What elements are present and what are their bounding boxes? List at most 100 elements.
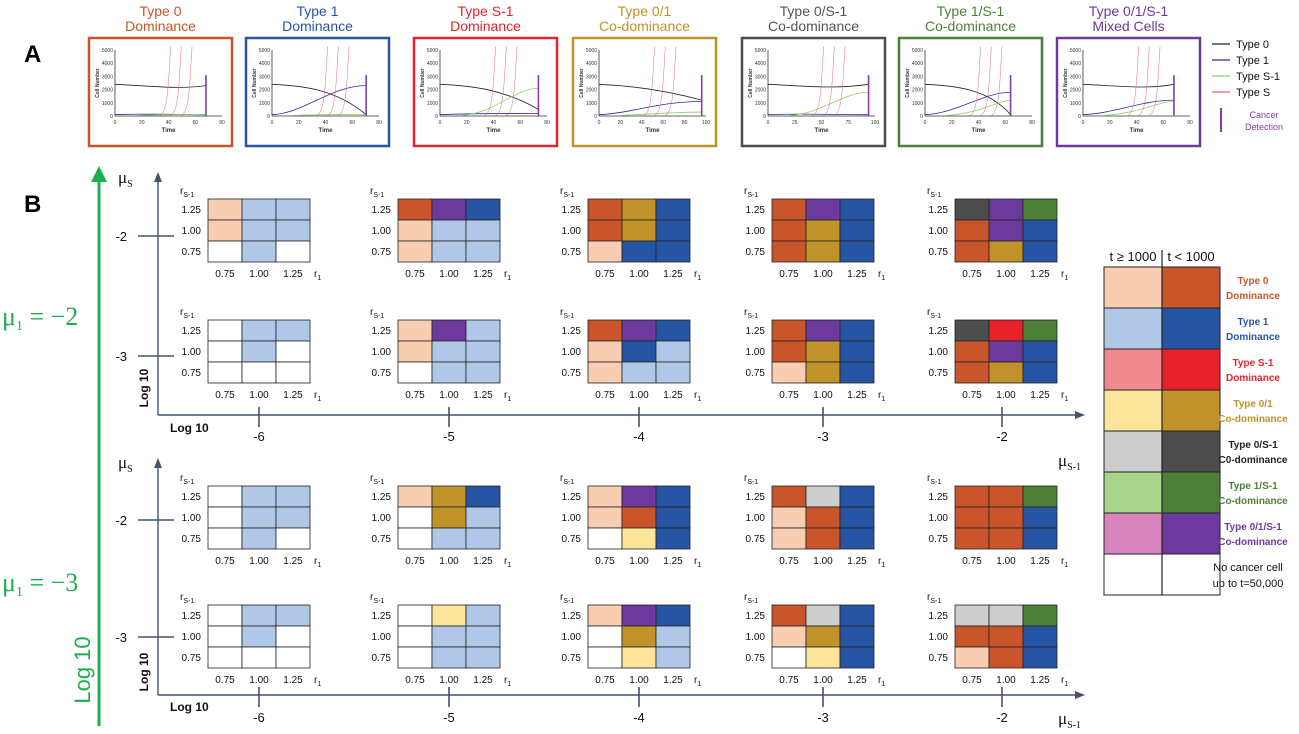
r1-tick-label: 1.25 (473, 390, 493, 401)
mini-y-tick: 3000 (755, 74, 766, 80)
heatmap-cell (1022, 506, 1058, 529)
r1-tick-label: 0.75 (215, 390, 235, 401)
mini-x-tick: 20 (1107, 120, 1113, 126)
heatmap-grid: rS-1 1.25 1.00 0.75 0.75 1.00 1.25 r1 (744, 186, 885, 282)
rs1-tick-label: 1.25 (372, 611, 392, 622)
heatmap-cell (771, 340, 807, 363)
r1-axis-label: r1 (504, 675, 511, 688)
heatmap-cell (587, 527, 623, 550)
typeS1-curve (620, 111, 702, 116)
typeS1-curve (461, 87, 539, 116)
heatmap-cell (207, 219, 243, 242)
mu-s-arrowhead (154, 458, 162, 468)
heatmap-grid: rS-1 1.25 1.00 0.75 0.75 1.00 1.25 r1 (927, 307, 1068, 403)
r1-tick-label: 1.00 (996, 675, 1016, 686)
heatmap-grid: rS-1 1.25 1.00 0.75 0.75 1.00 1.25 r1 (560, 592, 701, 688)
heatmap-grid: rS-1 1.25 1.00 0.75 0.75 1.00 1.25 r1 (560, 473, 701, 569)
heatmap-cell (465, 219, 501, 242)
heatmap-cell (397, 485, 433, 508)
heatmap-grid: rS-1 1.25 1.00 0.75 0.75 1.00 1.25 r1 (370, 186, 511, 282)
heatmap-cell (771, 240, 807, 263)
mini-y-tick: 4000 (586, 61, 597, 67)
r1-tick-label: 1.00 (813, 390, 833, 401)
heatmap-cell (465, 527, 501, 550)
heatmap-cell (1022, 646, 1058, 669)
heatmap-cell (655, 485, 691, 508)
mini-chart-subtitle: Mixed Cells (1092, 18, 1164, 34)
rs1-axis-label: rS-1 (180, 592, 194, 605)
type0-curve (1082, 83, 1175, 88)
heatmap-cell (1022, 527, 1058, 550)
legend-b-label: Type S-1 (1233, 358, 1274, 369)
rs1-tick-label: 1.00 (372, 632, 392, 643)
rs1-axis-label: rS-1 (370, 307, 384, 320)
r1-tick-label: 1.00 (439, 269, 459, 280)
mini-y-tick: 1000 (1070, 101, 1081, 107)
mini-x-tick: 40 (491, 120, 497, 126)
legend-a-label: Type 0 (1236, 39, 1269, 51)
rs1-tick-label: 1.00 (182, 513, 202, 524)
heatmap-cell (988, 361, 1024, 384)
mini-y-label: Cell Number (252, 68, 258, 98)
heatmap-cell (587, 219, 623, 242)
mini-y-label: Cell Number (579, 68, 585, 98)
rs1-tick-label: 1.00 (746, 226, 766, 237)
rs1-tick-label: 0.75 (929, 247, 949, 258)
mini-y-label: Cell Number (748, 68, 754, 98)
rs1-tick-label: 1.25 (372, 492, 392, 503)
r1-tick-label: 1.00 (249, 269, 269, 280)
heatmap-cell (988, 340, 1024, 363)
heatmap-cell (465, 361, 501, 384)
r1-axis-label: r1 (878, 269, 885, 282)
typeS-curve (159, 46, 171, 116)
type0-curve (924, 83, 1011, 115)
heatmap-grid: rS-1 1.25 1.00 0.75 0.75 1.00 1.25 r1 (180, 307, 321, 403)
mini-x-tick: 20 (464, 120, 470, 126)
heatmap-cell (397, 625, 433, 648)
mini-y-tick: 4000 (427, 61, 438, 67)
legend-b-header-dark: t < 1000 (1167, 249, 1214, 264)
legend-b-swatch-dark (1161, 389, 1221, 432)
typeS-curve (495, 46, 507, 116)
mu-s1-tick-label: -2 (996, 429, 1008, 444)
heatmap-cell (988, 319, 1024, 342)
rs1-tick-label: 1.25 (929, 492, 949, 503)
r1-tick-label: 0.75 (405, 556, 425, 567)
legend-b-label: up to t=50,000 (1213, 578, 1284, 590)
rs1-tick-label: 0.75 (746, 247, 766, 258)
heatmap-cell (241, 625, 277, 648)
mini-chart-title: Type 0/1 (618, 3, 672, 19)
heatmap-cell (241, 485, 277, 508)
legend-b-label: Type 0/1/S-1 (1224, 522, 1282, 533)
heatmap-cell (954, 604, 990, 627)
r1-tick-label: 0.75 (405, 269, 425, 280)
mini-y-label: Cell Number (420, 68, 426, 98)
mini-y-tick: 5000 (586, 48, 597, 54)
heatmap-cell (207, 646, 243, 669)
rs1-tick-label: 0.75 (372, 534, 392, 545)
mini-chart: Type 1/S-1Co-dominance 0 1000 2000 3000 4000 5… (897, 3, 1044, 148)
heatmap-cell (275, 527, 311, 550)
rs1-tick-label: 0.75 (372, 247, 392, 258)
mini-y-tick: 5000 (1070, 48, 1081, 54)
heatmap-cell (988, 506, 1024, 529)
heatmap-cell (954, 340, 990, 363)
legend-a-label: Type S (1236, 87, 1270, 99)
rs1-tick-label: 0.75 (929, 534, 949, 545)
heatmap-cell (587, 361, 623, 384)
typeS1-curve (136, 114, 206, 116)
heatmap-cell (241, 527, 277, 550)
legend-b-label: Dominance (1226, 332, 1280, 343)
mu1-group-label: μ1 = −2 (2, 302, 78, 334)
heatmap-cell (397, 361, 433, 384)
rs1-tick-label: 1.00 (929, 347, 949, 358)
mini-x-tick: 0 (439, 120, 442, 126)
mini-x-tick: 75 (845, 120, 851, 126)
legend-b: t ≥ 1000 t < 1000 Type 0 Dominance Type 1 Dom… (1103, 249, 1288, 596)
mini-x-tick: 60 (349, 120, 355, 126)
typeS-curve (823, 46, 835, 116)
mini-chart-title: Type 0/1/S-1 (1089, 3, 1169, 19)
